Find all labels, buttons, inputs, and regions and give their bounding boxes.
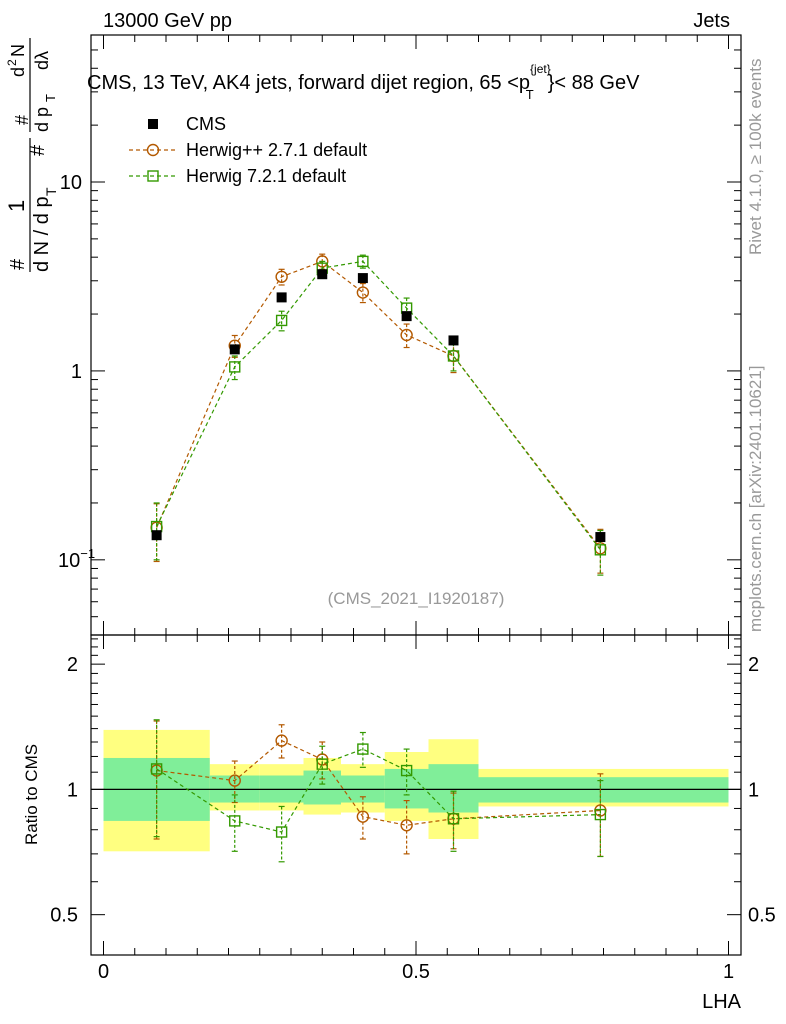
legend-marker-herwigpp	[146, 143, 160, 157]
chart-title-sup: {jet}	[530, 62, 551, 76]
svg-text:d N / d p: d N / d p	[31, 196, 53, 272]
data-marks	[150, 253, 607, 863]
ratio-herwigpp-point	[275, 734, 288, 747]
ratio-herwig7-point	[229, 815, 241, 827]
herwig7-line	[156, 260, 601, 551]
header-left: 13000 GeV pp	[103, 10, 232, 32]
y-tick-label-ratio: 0.5	[50, 905, 78, 927]
x-axis-label: LHA	[702, 991, 742, 1013]
axis-ticks: 0 0.5 1 10−1 1 10 0.5 0.5 1 1 2 2	[50, 34, 776, 983]
ratio-bands	[103, 729, 729, 852]
ratio-herwigpp-point	[228, 774, 241, 787]
herwigpp-point	[275, 270, 288, 283]
cms-point	[229, 344, 240, 355]
analysis-label: (CMS_2021_I1920187)	[328, 589, 505, 608]
legend: CMS Herwig++ 2.7.1 default Herwig 7.2.1 …	[129, 114, 367, 186]
mcplots-label: mcplots.cern.ch [arXiv:2401.10621]	[746, 366, 765, 632]
x-tick-label: 0	[98, 961, 109, 983]
herwigpp-point	[400, 328, 413, 342]
ratio-herwig7-point	[316, 758, 328, 770]
legend-label-cms: CMS	[186, 114, 226, 134]
svg-text:#: #	[12, 115, 32, 125]
herwig7-point	[357, 255, 369, 268]
herwig7-point	[594, 544, 607, 556]
svg-text:T: T	[43, 94, 58, 102]
chart-title: CMS, 13 TeV, AK4 jets, forward dijet reg…	[87, 62, 640, 102]
cms-point	[401, 311, 412, 322]
svg-text:2: 2	[5, 59, 19, 66]
svg-text:d: d	[8, 67, 28, 77]
chart-title-main: CMS, 13 TeV, AK4 jets, forward dijet reg…	[87, 72, 530, 94]
svg-text:N: N	[8, 44, 28, 57]
svg-text:d p: d p	[32, 107, 52, 132]
cms-point	[357, 273, 368, 284]
y-tick-label-ratio-right: 1	[748, 779, 759, 801]
y-tick-label-ratio: 1	[67, 779, 78, 801]
ratio-herwig7-point	[357, 743, 369, 755]
ratio-herwig7-line	[156, 748, 601, 833]
cms-point	[317, 269, 328, 280]
cms-point	[595, 532, 606, 543]
legend-marker-herwig7	[147, 170, 159, 182]
cms-point	[151, 530, 162, 541]
ratio-herwig7-point	[400, 764, 413, 777]
ratio-herwigpp-point	[356, 810, 370, 823]
y-tick-label-main: 1	[71, 361, 82, 383]
y-tick-label-ratio: 2	[67, 654, 78, 676]
herwig7-point	[447, 350, 460, 362]
svg-text:1: 1	[4, 200, 29, 212]
rivet-label: Rivet 4.1.0, ≥ 100k events	[746, 59, 765, 255]
ratio-herwigpp-point	[400, 819, 413, 832]
x-tick-label: 0.5	[402, 961, 430, 983]
y-tick-label-main: 10	[60, 172, 82, 194]
y-tick-label-main: 10−1	[58, 546, 95, 572]
y-tick-label-ratio-right: 0.5	[748, 905, 776, 927]
ratio-herwig7-point	[150, 763, 163, 775]
y-axis-label-main: # 1 d N / d p T # # d 2 N d p T dλ	[4, 38, 59, 272]
herwig7-point	[275, 314, 288, 327]
band-inner-3	[303, 770, 341, 805]
chart-title-end: }< 88 GeV	[548, 72, 640, 94]
cms-point	[448, 335, 459, 346]
chart-title-sub: T	[526, 87, 534, 102]
y-tick-label-exponent: −1	[80, 546, 95, 561]
y-tick-label-ratio-right: 2	[748, 654, 759, 676]
legend-label-herwig7: Herwig 7.2.1 default	[186, 166, 346, 186]
legend-label-herwigpp: Herwig++ 2.7.1 default	[186, 140, 367, 160]
ratio-herwig7-point	[594, 808, 607, 821]
herwig7-point	[229, 361, 241, 373]
legend-marker-cms	[148, 119, 158, 129]
y-axis-label-ratio: Ratio to CMS	[22, 744, 41, 845]
herwigpp-line	[156, 260, 601, 549]
svg-text:dλ: dλ	[32, 51, 52, 70]
svg-text:#: #	[27, 144, 49, 156]
cms-point	[276, 292, 287, 303]
svg-text:#: #	[7, 258, 29, 270]
svg-text:T: T	[43, 187, 59, 196]
ratio-herwigpp-line	[156, 739, 601, 826]
herwigpp-point	[356, 286, 370, 299]
x-tick-label: 1	[723, 961, 734, 983]
header-right: Jets	[693, 10, 730, 32]
ratio-herwig7-point	[275, 826, 288, 838]
ratio-herwig7-point	[447, 813, 460, 825]
